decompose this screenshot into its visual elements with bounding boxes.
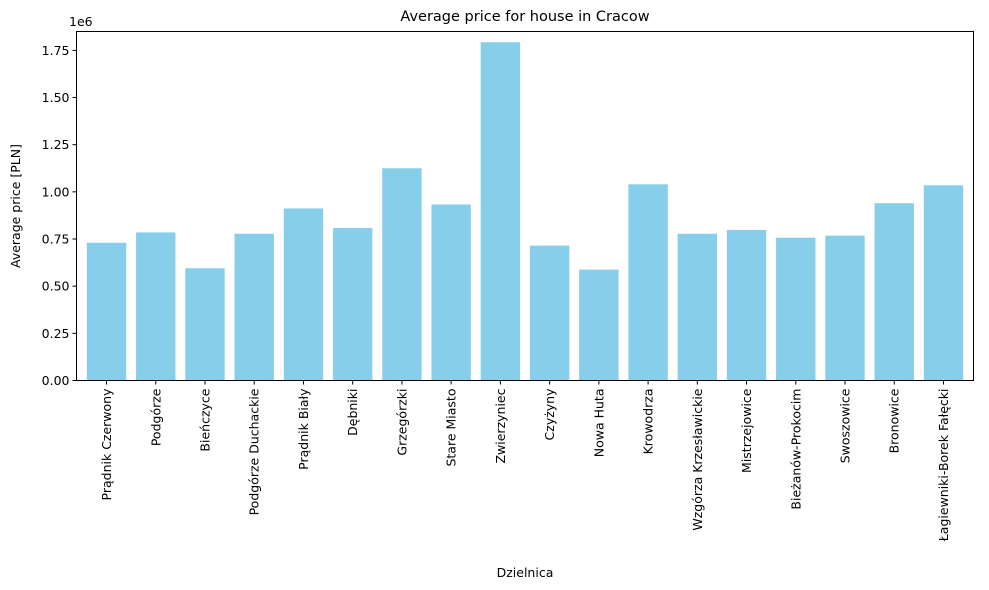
plot-frame [76, 31, 974, 381]
chart-title: Average price for house in Cracow [400, 9, 649, 25]
y-axis-offset-label: 1e6 [69, 14, 93, 29]
y-tick-label: 1.75 [42, 43, 70, 58]
bar [234, 233, 274, 381]
y-tick-label: 0.00 [42, 373, 70, 388]
x-tick-label: Łagiewniki-Borek Fałęcki [936, 389, 951, 543]
bar [382, 168, 422, 381]
bar [529, 245, 570, 381]
y-tick-label: 1.00 [42, 184, 70, 199]
x-tick-label: Zwierzyniec [493, 388, 508, 463]
bar [874, 203, 914, 381]
x-tick-label: Krowodrza [641, 389, 656, 455]
bar [283, 208, 324, 381]
x-tick-label: Bieńczyce [197, 388, 212, 451]
x-tick-label: Czyżyny [542, 388, 557, 441]
y-tick-label: 0.50 [42, 279, 70, 294]
bar [185, 268, 225, 381]
bar [677, 233, 718, 381]
bar [628, 184, 668, 381]
bar [333, 228, 373, 381]
x-tick-label: Grzegórzki [394, 389, 409, 456]
x-tick-label: Dębniki [345, 389, 360, 436]
bar [726, 229, 767, 381]
x-tick-label: Bronowice [887, 388, 902, 453]
bar [431, 204, 471, 381]
y-axis-label: Average price [PLN] [8, 144, 23, 268]
x-tick-label: Prądnik Biały [296, 388, 311, 470]
bars-group [86, 42, 964, 381]
bar [86, 242, 127, 381]
x-tick-label: Swoszowice [838, 388, 853, 463]
x-tick-label: Prądnik Czerwony [99, 388, 114, 501]
y-tick-label: 0.25 [42, 326, 70, 341]
x-tick-label: Podgórze [148, 388, 163, 446]
y-tick-label: 1.50 [42, 90, 70, 105]
x-tick-label: Stare Miasto [444, 389, 459, 467]
x-tick-label: Nowa Huta [591, 389, 606, 458]
x-tick-label: Bieżanów-Prokocim [788, 389, 803, 510]
y-axis: 0.00 0.25 0.50 0.75 1.00 1.25 1.50 1.75 [42, 43, 77, 388]
y-tick-label: 0.75 [42, 232, 70, 247]
x-tick-label: Podgórze Duchackie [247, 388, 262, 515]
x-axis: Prądnik Czerwony Podgórze Bieńczyce Podgórz… [99, 380, 951, 543]
bar [776, 237, 816, 381]
bar [136, 232, 176, 381]
bar [480, 42, 521, 381]
y-tick-label: 1.25 [42, 137, 70, 152]
bar [825, 235, 865, 381]
bar [579, 269, 619, 381]
x-tick-label: Wzgórza Krzesławickie [690, 388, 705, 530]
x-tick-label: Mistrzejowice [739, 388, 754, 473]
x-axis-label: Dzielnica [497, 565, 554, 580]
bar [923, 185, 964, 381]
